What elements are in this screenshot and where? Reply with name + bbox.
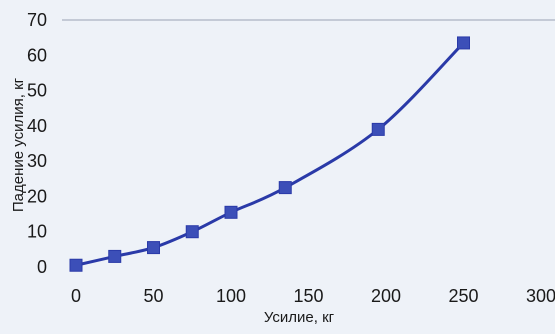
- data-point-marker: [185, 225, 199, 239]
- y-tick-label: 30: [27, 151, 47, 171]
- data-point-marker: [278, 181, 292, 195]
- y-tick-label: 50: [27, 81, 47, 101]
- x-tick-label: 200: [371, 286, 401, 306]
- x-tick-label: 250: [448, 286, 478, 306]
- y-tick-label: 60: [27, 45, 47, 65]
- data-markers: [69, 36, 470, 272]
- data-point-marker: [224, 205, 238, 219]
- x-tick-label: 0: [71, 286, 81, 306]
- x-tick-label: 300: [526, 286, 555, 306]
- x-axis-label: Усилие, кг: [264, 309, 335, 326]
- series-line: [74, 41, 465, 267]
- y-axis-ticks: 0 10 20 30 40 50 60 70: [27, 10, 47, 277]
- y-tick-label: 40: [27, 116, 47, 136]
- y-tick-label: 20: [27, 186, 47, 206]
- x-axis-ticks: 0 50 100 150 200 250 300: [71, 286, 555, 306]
- data-point-marker: [147, 241, 160, 255]
- x-tick-label: 150: [293, 286, 323, 306]
- x-tick-label: 100: [216, 286, 246, 306]
- data-point-marker: [371, 122, 385, 136]
- y-tick-label: 70: [27, 10, 47, 30]
- data-point-marker: [108, 249, 122, 263]
- y-tick-label: 10: [27, 222, 47, 242]
- data-point-marker: [69, 258, 83, 272]
- y-axis-label: Падение усилия, кг: [10, 77, 27, 212]
- data-point-marker: [457, 36, 470, 50]
- y-tick-label: 0: [37, 257, 47, 277]
- x-tick-label: 50: [143, 286, 163, 306]
